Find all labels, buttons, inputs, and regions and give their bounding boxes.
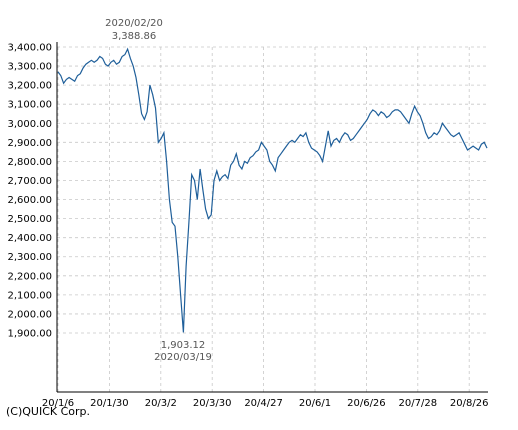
high-date-label: 2020/02/20 (105, 18, 163, 29)
x-tick-label: 20/8/26 (450, 398, 489, 409)
y-tick-label: 2,000.00 (7, 309, 52, 320)
y-tick-labels: 3,400.00 3,300.00 3,200.00 3,100.00 3,000.00… (7, 43, 52, 340)
copyright-credit: (C)QUICK Corp. (6, 405, 91, 418)
y-tick-label: 2,100.00 (7, 290, 52, 301)
y-tick-label: 2,300.00 (7, 252, 52, 263)
grid (57, 46, 488, 392)
y-tick-label: 2,700.00 (7, 176, 52, 187)
x-tick-label: 20/6/26 (347, 398, 386, 409)
y-tick-label: 1,900.00 (7, 329, 52, 340)
x-tick-label: 20/4/27 (244, 398, 283, 409)
y-tick-label: 2,200.00 (7, 271, 52, 282)
x-tick-label: 20/1/6 (42, 398, 74, 409)
x-tick-label: 20/7/28 (399, 398, 438, 409)
y-tick-label: 3,400.00 (7, 43, 52, 54)
axes (56, 42, 488, 393)
x-tick-label: 20/3/30 (193, 398, 232, 409)
y-tick-label: 3,100.00 (7, 100, 52, 111)
y-tick-label: 3,000.00 (7, 119, 52, 130)
price-line (57, 47, 488, 333)
y-tick-label: 3,200.00 (7, 81, 52, 92)
y-tick-label: 2,800.00 (7, 157, 52, 168)
y-tick-label: 2,900.00 (7, 138, 52, 149)
y-tick-label: 2,400.00 (7, 233, 52, 244)
y-tick-label: 3,300.00 (7, 62, 52, 73)
x-tick-label: 20/6/1 (299, 398, 331, 409)
high-value-label: 3,388.86 (112, 31, 157, 42)
x-tick-label: 20/3/2 (145, 398, 177, 409)
x-tick-labels: 20/1/6 20/1/30 20/3/2 20/3/30 20/4/27 20/6/1 2… (42, 398, 489, 409)
low-value-label: 1,903.12 (161, 340, 206, 351)
y-tick-label: 2,600.00 (7, 195, 52, 206)
y-tick-label: 2,500.00 (7, 214, 52, 225)
low-date-label: 2020/03/19 (154, 352, 212, 363)
x-tick-label: 20/1/30 (90, 398, 129, 409)
